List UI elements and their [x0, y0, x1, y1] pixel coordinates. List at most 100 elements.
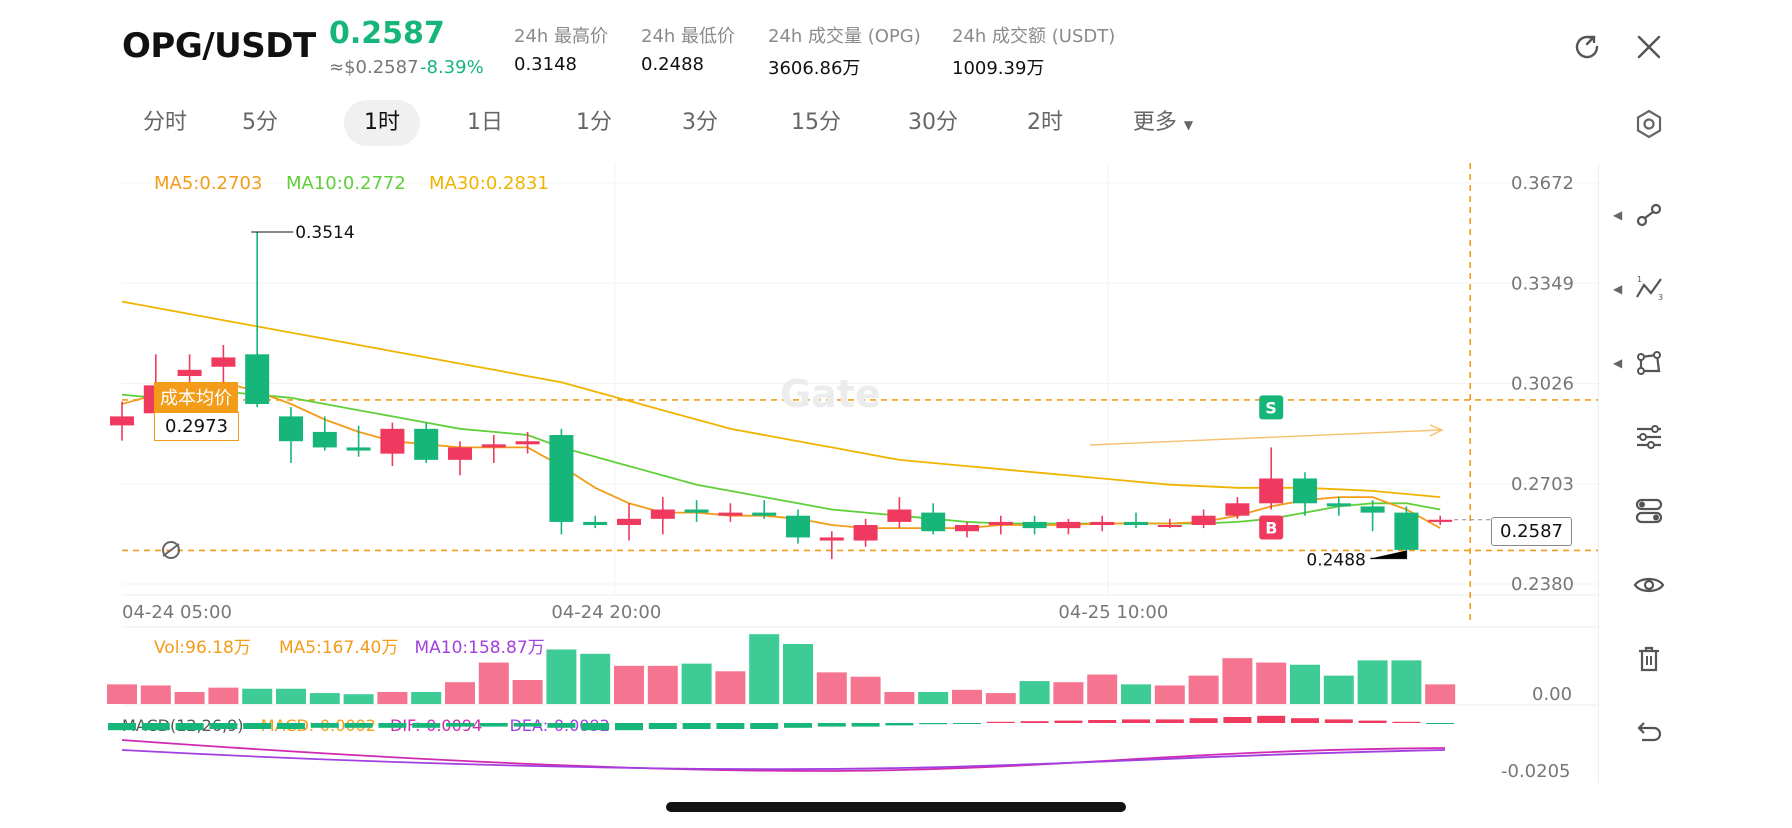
candle-body [245, 354, 270, 404]
price-axis-label: 0.2703 [1511, 474, 1574, 495]
tab-timeframe-1h[interactable]: 1时 [344, 100, 420, 146]
macd-bar [446, 723, 474, 727]
tab-timeframe-line[interactable]: 分时 [142, 110, 187, 135]
tab-timeframe-1d[interactable]: 1日 [467, 110, 503, 135]
ma30-line [121, 300, 1441, 498]
stat-label: 24h 成交量 (OPG) [768, 26, 921, 47]
ma-legend: MA30:0.2831 [429, 173, 549, 194]
volume-bar [1188, 675, 1219, 704]
buy-marker-label: B [1265, 519, 1277, 538]
chart-logo-icon [162, 541, 180, 559]
ma-legend: MA10:0.2772 [286, 173, 406, 194]
candle-body [583, 521, 608, 526]
candle-body [617, 518, 641, 526]
trash-icon[interactable] [1629, 639, 1669, 679]
tab-timeframe-30m[interactable]: 30分 [908, 110, 958, 135]
stat-value: 0.3148 [514, 54, 577, 75]
time-axis-label: 04-24 20:00 [551, 602, 661, 623]
macd-bar [851, 723, 880, 727]
volume-bar [343, 694, 374, 704]
high-marker-label: 0.3514 [295, 223, 354, 243]
stat-value: 0.2488 [641, 54, 704, 75]
line-tool-icon[interactable] [1629, 195, 1669, 235]
sell-marker-label: S [1265, 398, 1277, 417]
volume-bar [174, 692, 205, 704]
macd-bar [277, 723, 305, 729]
macd-bar [1223, 717, 1252, 723]
candle [481, 435, 506, 463]
candle [1157, 518, 1182, 529]
candle-body [414, 428, 439, 460]
expand-arrow-icon[interactable]: ◀ [1613, 356, 1623, 370]
volume-bar [1121, 684, 1151, 704]
shape-tool-icon[interactable] [1629, 343, 1669, 383]
volume-bar [309, 693, 340, 704]
tab-timeframe-1m[interactable]: 1分 [576, 110, 612, 135]
candle [380, 422, 405, 467]
candle-body [211, 357, 236, 367]
macd-bar [1291, 718, 1319, 723]
candle-body [1056, 521, 1081, 529]
candle [887, 497, 912, 529]
tab-timeframe-more[interactable]: 更多 ▼ [1120, 100, 1206, 146]
sliders-icon[interactable] [1629, 417, 1669, 457]
expand-arrow-icon[interactable]: ◀ [1613, 282, 1623, 296]
candle [853, 518, 878, 547]
eye-icon[interactable] [1629, 565, 1669, 605]
macd-bar [175, 723, 204, 731]
candle [1022, 515, 1047, 535]
cost-price-value: 0.2973 [154, 412, 239, 441]
candle-body [177, 369, 202, 377]
toggle-icon[interactable] [1629, 491, 1669, 531]
stat-24h-turnover: 24h 成交额 (USDT) 1009.39万 [952, 22, 1115, 80]
candle [1360, 500, 1385, 532]
macd-bar [1155, 719, 1184, 723]
candle [1090, 515, 1115, 532]
stat-label: 24h 最高价 [514, 26, 609, 47]
trend-arrow [1429, 424, 1444, 437]
candle [515, 431, 540, 454]
volume-bar [1053, 682, 1084, 704]
candle [988, 515, 1013, 535]
undo-icon[interactable] [1629, 713, 1669, 753]
candle [346, 425, 371, 457]
macd-bar [784, 723, 812, 728]
tab-timeframe-2h[interactable]: 2时 [1027, 110, 1063, 135]
more-label: 更多 [1132, 110, 1177, 135]
macd-bar [344, 723, 373, 728]
price-usd: ≈$0.2587 [329, 57, 419, 78]
tab-timeframe-5m[interactable]: 5分 [242, 110, 278, 135]
candle [752, 500, 777, 519]
close-icon[interactable] [1632, 30, 1666, 64]
tab-timeframe-3m[interactable]: 3分 [682, 110, 718, 135]
candle-body [988, 521, 1013, 526]
volume-bar [783, 644, 813, 704]
candle [786, 509, 810, 544]
candle-body [1394, 512, 1419, 550]
expand-arrow-icon[interactable]: ◀ [1613, 208, 1623, 222]
low-marker-label: 0.2488 [1306, 550, 1365, 570]
candle-body [481, 444, 506, 448]
macd-bar [986, 721, 1015, 723]
price-axis-label: 0.3349 [1511, 273, 1574, 294]
refresh-icon[interactable] [1570, 30, 1604, 64]
volume-bar [1154, 685, 1185, 704]
candle [312, 416, 337, 451]
candle [1428, 515, 1453, 526]
tab-timeframe-15m[interactable]: 15分 [791, 110, 841, 135]
ma-legend: MA5:0.2703 [154, 173, 262, 194]
candle-body [1225, 503, 1250, 516]
home-indicator [666, 802, 1126, 812]
candle [617, 503, 641, 541]
macd-bar [716, 723, 745, 729]
candle-body [819, 537, 844, 541]
volume-bar [1357, 660, 1388, 704]
macd-bar [885, 723, 914, 726]
settings-hex-icon[interactable] [1631, 106, 1667, 142]
candle-body [752, 512, 777, 516]
volume-bar [614, 665, 644, 704]
candle [414, 422, 439, 463]
svg-text:1: 1 [1637, 275, 1642, 284]
